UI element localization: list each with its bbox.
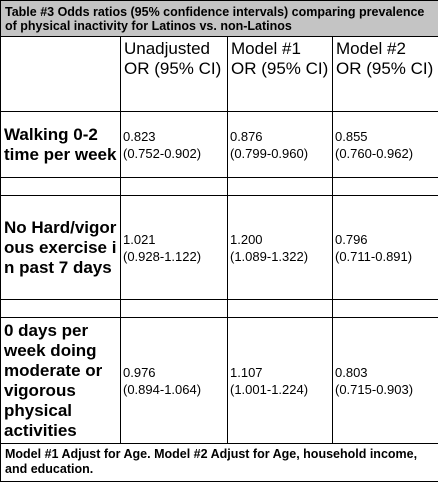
table-row-zero-days-activity: 0 days per week doing moderate or vigoro… xyxy=(1,318,438,444)
value-cell: 0.823 (0.752-0.902) xyxy=(121,112,228,178)
confidence-interval: (0.715-0.903) xyxy=(335,382,413,397)
header-empty-cell xyxy=(1,37,121,112)
table-row-walking: Walking 0-2 time per week 0.823 (0.752-0.… xyxy=(1,112,438,178)
spacer-cell xyxy=(333,300,438,318)
table-footnote: Model #1 Adjust for Age. Model #2 Adjust… xyxy=(1,444,438,482)
confidence-interval: (1.089-1.322) xyxy=(230,249,308,264)
odds-ratio: 1.107 xyxy=(230,365,263,380)
row-label-no-vigorous-exercise: No Hard/vigorous exercise in past 7 days xyxy=(1,196,121,300)
row-label-zero-days-activity: 0 days per week doing moderate or vigoro… xyxy=(1,318,121,444)
spacer-cell xyxy=(228,300,333,318)
spacer-cell xyxy=(121,178,228,196)
odds-ratio: 0.855 xyxy=(335,129,368,144)
spacer-cell xyxy=(228,178,333,196)
value-cell: 0.976 (0.894-1.064) xyxy=(121,318,228,444)
spacer-cell xyxy=(1,178,121,196)
table-row-no-vigorous-exercise: No Hard/vigorous exercise in past 7 days… xyxy=(1,196,438,300)
odds-ratio: 1.200 xyxy=(230,232,263,247)
value-cell: 1.021 (0.928-1.122) xyxy=(121,196,228,300)
odds-ratio: 0.803 xyxy=(335,365,368,380)
confidence-interval: (0.711-0.891) xyxy=(335,249,412,264)
odds-ratio: 0.796 xyxy=(335,232,368,247)
column-header-model-2: Model #2 OR (95% CI) xyxy=(333,37,438,112)
value-cell: 0.796 (0.711-0.891) xyxy=(333,196,438,300)
confidence-interval: (0.752-0.902) xyxy=(123,146,201,161)
odds-ratio: 1.021 xyxy=(123,232,156,247)
odds-ratio: 0.976 xyxy=(123,365,156,380)
spacer-cell xyxy=(121,300,228,318)
spacer-row xyxy=(1,178,438,196)
column-header-model-1: Model #1 OR (95% CI) xyxy=(228,37,333,112)
row-label-walking: Walking 0-2 time per week xyxy=(1,112,121,178)
odds-ratio: 0.823 xyxy=(123,129,156,144)
spacer-cell xyxy=(333,178,438,196)
value-cell: 0.876 (0.799-0.960) xyxy=(228,112,333,178)
confidence-interval: (1.001-1.224) xyxy=(230,382,308,397)
value-cell: 1.107 (1.001-1.224) xyxy=(228,318,333,444)
table-caption: Table #3 Odds ratios (95% confidence int… xyxy=(1,1,438,37)
column-header-unadjusted: Unadjusted OR (95% CI) xyxy=(121,37,228,112)
value-cell: 0.855 (0.760-0.962) xyxy=(333,112,438,178)
confidence-interval: (0.894-1.064) xyxy=(123,382,201,397)
confidence-interval: (0.799-0.960) xyxy=(230,146,308,161)
spacer-cell xyxy=(1,300,121,318)
confidence-interval: (0.760-0.962) xyxy=(335,146,413,161)
value-cell: 1.200 (1.089-1.322) xyxy=(228,196,333,300)
confidence-interval: (0.928-1.122) xyxy=(123,249,201,264)
odds-ratio: 0.876 xyxy=(230,129,263,144)
value-cell: 0.803 (0.715-0.903) xyxy=(333,318,438,444)
spacer-row xyxy=(1,300,438,318)
